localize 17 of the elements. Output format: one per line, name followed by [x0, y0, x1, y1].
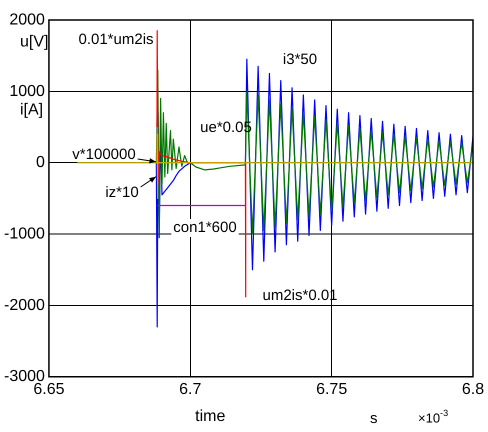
- y-axis-title: u[V]: [20, 33, 48, 50]
- annotation: 0.01*um2is: [78, 31, 154, 48]
- annotation: con1*600: [173, 219, 237, 236]
- x-tick-label: 6.75: [316, 380, 348, 398]
- x-axis-title: time: [195, 408, 226, 426]
- annotation: i3*50: [282, 51, 318, 68]
- annotation: iz*10: [105, 184, 139, 202]
- x-tick-label: 6.7: [179, 380, 202, 398]
- text: s: [370, 410, 378, 427]
- text: i[A]: [20, 101, 44, 118]
- y-tick-label: 0: [36, 154, 46, 172]
- annotation: v*100000: [72, 146, 136, 164]
- y-tick-label: -1000: [4, 225, 46, 242]
- y-tick-label: 1000: [9, 82, 46, 100]
- y-tick-label: -2000: [4, 296, 46, 314]
- y-tick-label: 2000: [9, 11, 46, 28]
- x-tick-label: 6.8: [462, 380, 484, 398]
